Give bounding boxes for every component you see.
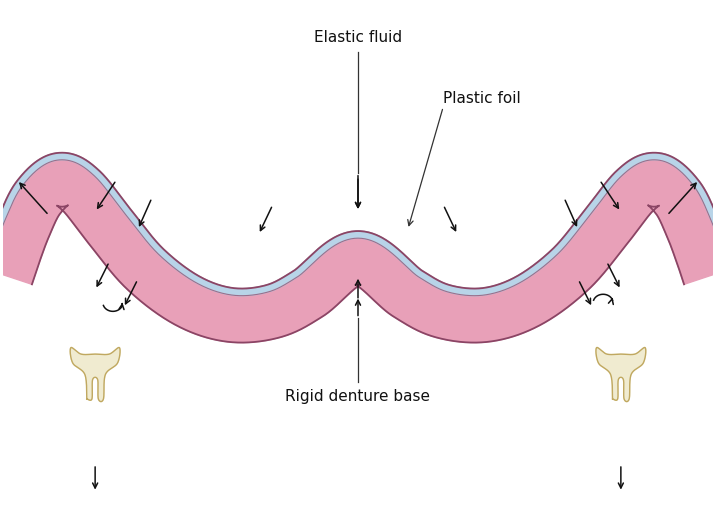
Text: Plastic foil: Plastic foil <box>443 91 521 106</box>
Polygon shape <box>0 153 716 296</box>
Text: Rigid denture base: Rigid denture base <box>286 389 430 404</box>
Text: Elastic fluid: Elastic fluid <box>314 31 402 45</box>
Polygon shape <box>0 153 716 343</box>
Polygon shape <box>596 348 646 402</box>
Polygon shape <box>70 348 120 402</box>
